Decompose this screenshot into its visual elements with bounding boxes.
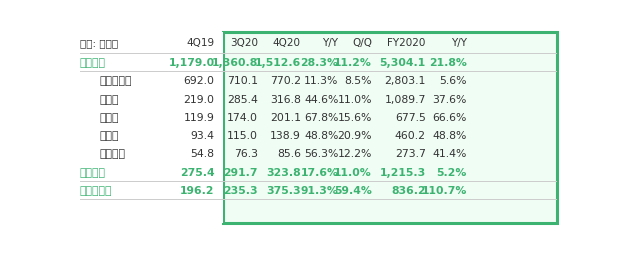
Text: 3Q20: 3Q20 [229,38,258,48]
Text: 692.0: 692.0 [184,76,215,86]
Text: 1,215.3: 1,215.3 [379,167,426,177]
Text: FY2020: FY2020 [388,38,426,48]
Text: 836.2: 836.2 [391,185,426,195]
Text: 21.8%: 21.8% [429,58,467,68]
Text: 4Q19: 4Q19 [187,38,215,48]
Text: 11.2%: 11.2% [334,58,372,68]
Text: 66.6%: 66.6% [432,112,467,122]
Bar [223,33,557,223]
Text: 91.3%: 91.3% [301,185,339,195]
Text: 1,179.0: 1,179.0 [168,58,215,68]
Text: 291.7: 291.7 [223,167,258,177]
Text: 37.6%: 37.6% [432,94,467,104]
Text: 219.0: 219.0 [184,94,215,104]
Text: 460.2: 460.2 [395,131,426,140]
Text: 677.5: 677.5 [395,112,426,122]
Text: 커머스: 커머스 [99,94,118,104]
Text: 1,360.8: 1,360.8 [211,58,258,68]
Text: 17.6%: 17.6% [301,167,339,177]
Text: 콘텐츠: 콘텐츠 [99,131,118,140]
Text: 48.8%: 48.8% [304,131,339,140]
Text: 클라우드: 클라우드 [99,149,125,159]
Text: Y/Y: Y/Y [322,38,339,48]
Text: 영업수익: 영업수익 [80,58,106,68]
Text: 285.4: 285.4 [227,94,258,104]
Text: 138.9: 138.9 [270,131,301,140]
Text: 201.1: 201.1 [270,112,301,122]
Text: 174.0: 174.0 [227,112,258,122]
Text: 76.3: 76.3 [234,149,258,159]
Bar [78,33,223,223]
Text: 196.2: 196.2 [180,185,215,195]
Text: 1,089.7: 1,089.7 [384,94,426,104]
Text: 11.0%: 11.0% [337,94,372,104]
Text: 15.6%: 15.6% [338,112,372,122]
Text: 85.6: 85.6 [277,149,301,159]
Text: 5.2%: 5.2% [436,167,467,177]
Text: 1,512.6: 1,512.6 [255,58,301,68]
Text: 115.0: 115.0 [227,131,258,140]
Text: 영업이익: 영업이익 [80,167,106,177]
Text: 핀테크: 핀테크 [99,112,118,122]
Text: 12.2%: 12.2% [338,149,372,159]
Text: 단위: 십억원: 단위: 십억원 [80,38,118,48]
Text: 41.4%: 41.4% [432,149,467,159]
Text: 48.8%: 48.8% [432,131,467,140]
Text: 323.8: 323.8 [267,167,301,177]
Text: 5.6%: 5.6% [439,76,467,86]
Text: 11.3%: 11.3% [304,76,339,86]
Text: 54.8: 54.8 [190,149,215,159]
Text: 93.4: 93.4 [190,131,215,140]
Text: 20.9%: 20.9% [337,131,372,140]
Text: 서치플랫폼: 서치플랫폼 [99,76,131,86]
Text: 119.9: 119.9 [184,112,215,122]
Text: 67.8%: 67.8% [304,112,339,122]
Text: 110.7%: 110.7% [422,185,467,195]
Text: 2,803.1: 2,803.1 [384,76,426,86]
Text: 28.3%: 28.3% [301,58,339,68]
Text: 375.3: 375.3 [267,185,301,195]
Text: 710.1: 710.1 [227,76,258,86]
Text: 8.5%: 8.5% [345,76,372,86]
Text: 11.0%: 11.0% [334,167,372,177]
Text: 당기순이익: 당기순이익 [80,185,112,195]
Text: 5,304.1: 5,304.1 [379,58,426,68]
Text: Q/Q: Q/Q [352,38,372,48]
Text: 235.3: 235.3 [223,185,258,195]
Text: 273.7: 273.7 [395,149,426,159]
Text: 56.3%: 56.3% [304,149,339,159]
Text: 316.8: 316.8 [270,94,301,104]
Text: 59.4%: 59.4% [334,185,372,195]
Text: 4Q20: 4Q20 [273,38,301,48]
Text: 770.2: 770.2 [270,76,301,86]
Text: 44.6%: 44.6% [304,94,339,104]
Text: Y/Y: Y/Y [451,38,467,48]
Text: 275.4: 275.4 [180,167,215,177]
